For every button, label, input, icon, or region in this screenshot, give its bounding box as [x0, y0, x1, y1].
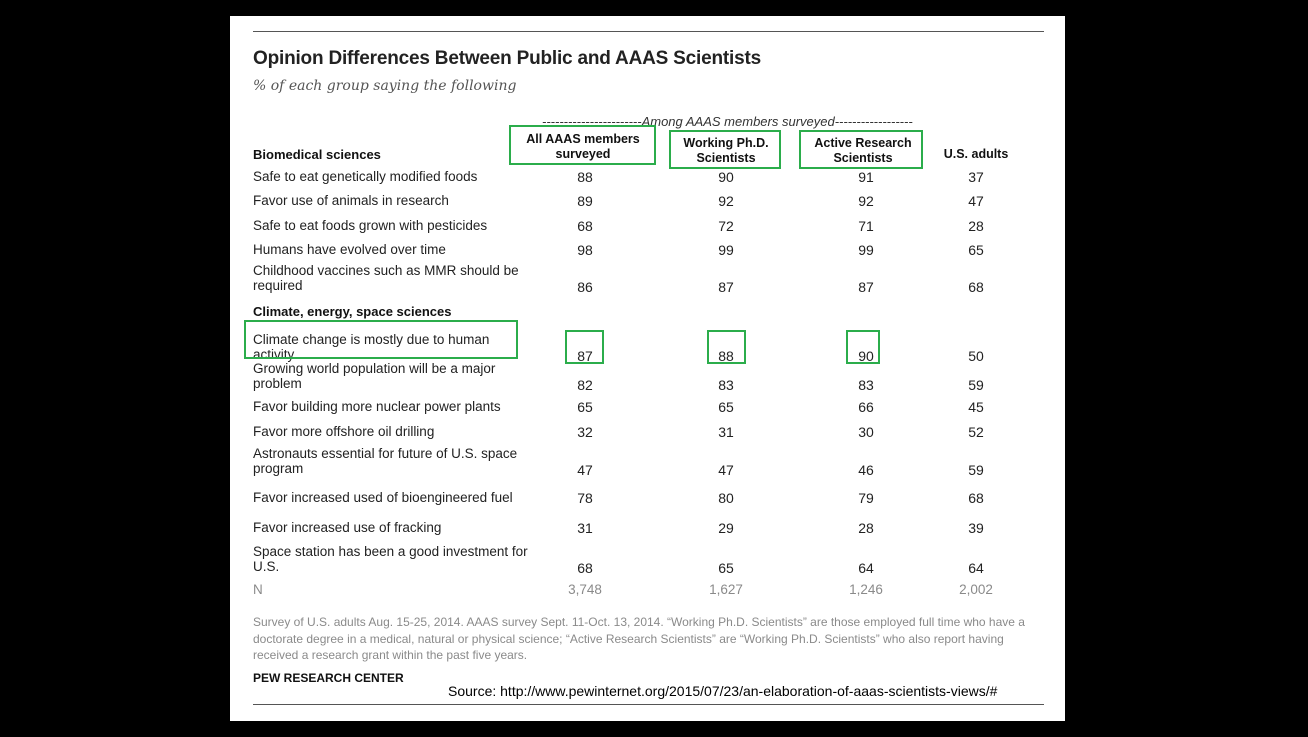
row-value: 89 [577, 193, 593, 209]
row-label: Favor increased used of bioengineered fu… [253, 490, 513, 505]
row-value: 66 [858, 399, 874, 415]
row-value: 99 [858, 242, 874, 258]
row-value: 68 [968, 279, 984, 295]
n-value: 2,002 [959, 582, 993, 597]
row-value: 50 [968, 348, 984, 364]
row-value: 52 [968, 424, 984, 440]
row-value: 65 [577, 399, 593, 415]
row-value: 90 [718, 169, 734, 185]
row-value: 59 [968, 377, 984, 393]
row-label: Favor increased use of fracking [253, 520, 442, 535]
row-value: 86 [577, 279, 593, 295]
row-value: 80 [718, 490, 734, 506]
highlight-climate-active-research [846, 330, 880, 364]
highlight-active-research-header [799, 130, 923, 169]
row-label: Growing world population will be a major… [253, 361, 496, 391]
row-value: 28 [858, 520, 874, 536]
row-value: 68 [577, 218, 593, 234]
row-value: 31 [718, 424, 734, 440]
n-value: 1,246 [849, 582, 883, 597]
row-value: 90 [858, 348, 874, 364]
section-biomedical: Biomedical sciences [253, 147, 381, 162]
row-value: 82 [577, 377, 593, 393]
row-value: 72 [718, 218, 734, 234]
row-value: 68 [968, 490, 984, 506]
row-value: 92 [718, 193, 734, 209]
row-label: Favor use of animals in research [253, 193, 449, 208]
row-value: 99 [718, 242, 734, 258]
row-value: 65 [718, 399, 734, 415]
row-value: 88 [718, 348, 734, 364]
row-value: 79 [858, 490, 874, 506]
column-header-working-phd: Working Ph.D. Scientists [683, 136, 769, 165]
section-climate: Climate, energy, space sciences [253, 304, 452, 319]
top-rule [253, 31, 1044, 32]
row-label: Childhood vaccines such as MMR should be… [253, 263, 519, 293]
row-value: 32 [577, 424, 593, 440]
table-card: Opinion Differences Between Public and A… [230, 16, 1065, 721]
row-value: 39 [968, 520, 984, 536]
bottom-rule [253, 704, 1044, 705]
row-label: Safe to eat genetically modified foods [253, 169, 478, 184]
row-value: 47 [577, 462, 593, 478]
row-value: 98 [577, 242, 593, 258]
row-value: 37 [968, 169, 984, 185]
chart-title: Opinion Differences Between Public and A… [253, 48, 761, 69]
highlight-climate-working-phd [707, 330, 746, 364]
row-value: 65 [968, 242, 984, 258]
row-value: 83 [858, 377, 874, 393]
row-label: Space station has been a good investment… [253, 544, 528, 574]
row-value: 31 [577, 520, 593, 536]
n-value: 1,627 [709, 582, 743, 597]
highlight-all-aaas-header [509, 125, 656, 165]
row-value: 91 [858, 169, 874, 185]
row-value: 64 [968, 560, 984, 576]
n-value: 3,748 [568, 582, 602, 597]
brand-label: PEW RESEARCH CENTER [253, 671, 404, 685]
row-value: 88 [577, 169, 593, 185]
row-label: Safe to eat foods grown with pesticides [253, 218, 488, 233]
row-value: 71 [858, 218, 874, 234]
column-header-active-research: Active Research Scientists [814, 136, 912, 165]
row-value: 87 [577, 348, 593, 364]
row-value: 83 [718, 377, 734, 393]
row-value: 47 [718, 462, 734, 478]
n-label: N [253, 582, 263, 597]
row-value: 78 [577, 490, 593, 506]
row-value: 64 [858, 560, 874, 576]
row-value: 46 [858, 462, 874, 478]
column-header-us-adults: U.S. adults [943, 147, 1009, 161]
row-value: 87 [718, 279, 734, 295]
row-value: 65 [718, 560, 734, 576]
column-header-all-aaas: All AAAS members surveyed [526, 132, 640, 161]
row-label: Humans have evolved over time [253, 242, 446, 257]
row-value: 59 [968, 462, 984, 478]
row-label: Favor building more nuclear power plants [253, 399, 501, 414]
source-link: Source: http://www.pewinternet.org/2015/… [448, 683, 998, 699]
row-value: 45 [968, 399, 984, 415]
row-value: 68 [577, 560, 593, 576]
row-label: Astronauts essential for future of U.S. … [253, 446, 518, 476]
footnote: Survey of U.S. adults Aug. 15-25, 2014. … [253, 615, 1025, 662]
row-value: 29 [718, 520, 734, 536]
highlight-climate-row [244, 320, 518, 359]
highlight-working-phd-header [669, 130, 781, 169]
row-label: Favor more offshore oil drilling [253, 424, 435, 439]
row-value: 92 [858, 193, 874, 209]
row-value: 28 [968, 218, 984, 234]
row-value: 30 [858, 424, 874, 440]
row-value: 87 [858, 279, 874, 295]
chart-subtitle: % of each group saying the following [253, 78, 517, 94]
row-value: 47 [968, 193, 984, 209]
highlight-climate-all-aaas [565, 330, 604, 364]
